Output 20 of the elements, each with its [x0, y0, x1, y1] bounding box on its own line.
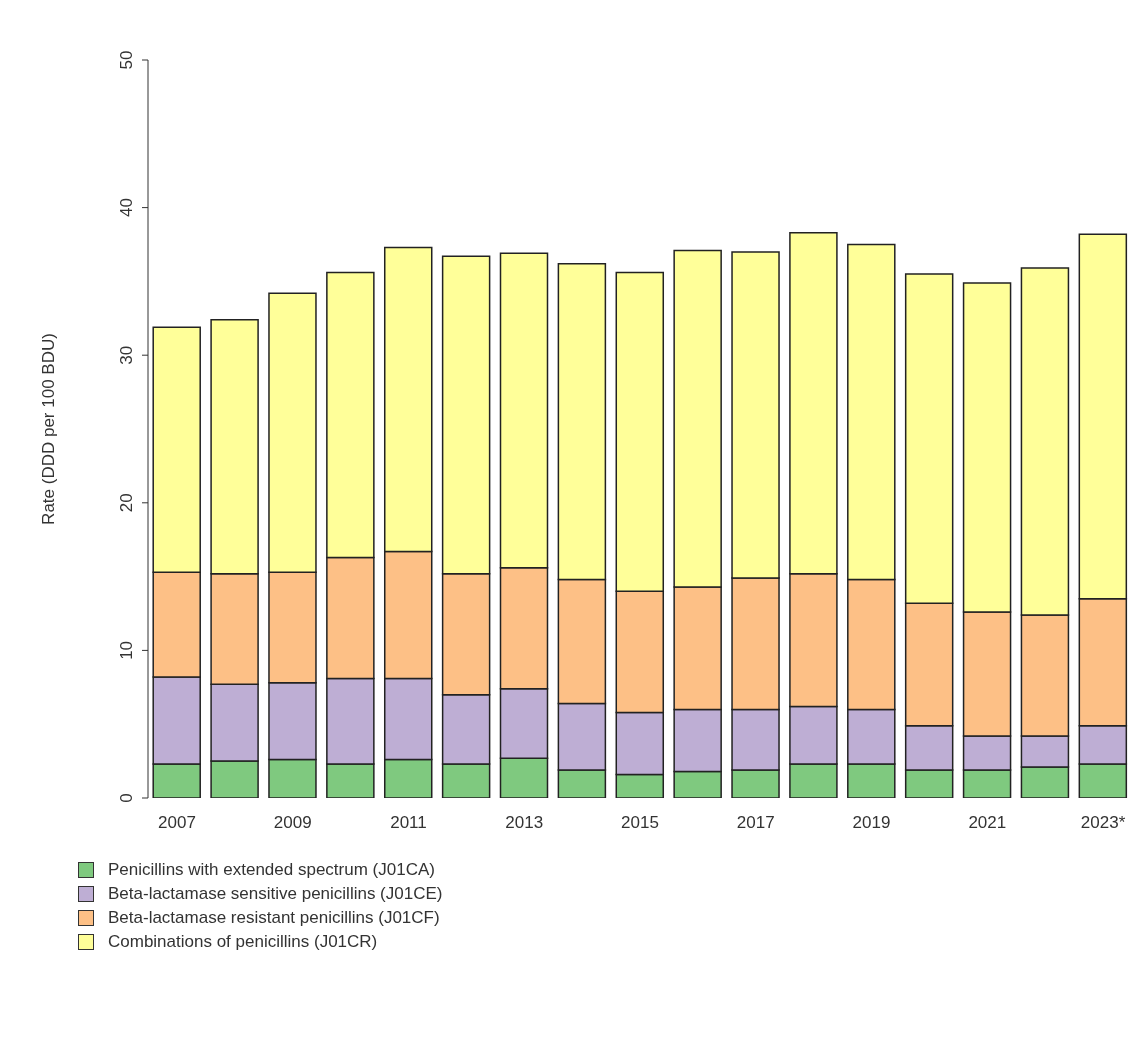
x-tick-label: 2009: [273, 813, 312, 833]
y-axis-title: Rate (DDD per 100 BDU): [39, 333, 59, 525]
x-tick-label: 2023*: [1080, 813, 1126, 833]
y-tick-label: 50: [117, 50, 136, 70]
y-tick-label: 20: [117, 493, 136, 513]
legend-label: Beta-lactamase sensitive penicillins (J01CE): [108, 884, 443, 904]
x-tick-label: 2019: [852, 813, 891, 833]
x-tick-label: 2015: [621, 813, 659, 833]
x-tick-label: 2021: [968, 813, 1007, 833]
x-tick-label: 2017: [736, 813, 775, 833]
legend-label: Penicillins with extended spectrum (J01CA): [108, 860, 435, 880]
x-tick-label: 2011: [390, 813, 427, 833]
x-tick-label: 2007: [158, 813, 196, 833]
x-tick-label: 2013: [505, 813, 544, 833]
y-tick-label: 30: [117, 345, 136, 365]
y-tick-label: 40: [117, 198, 136, 218]
y-tick-label: 10: [117, 640, 136, 660]
legend-label: Combinations of penicillins (J01CR): [108, 932, 378, 952]
legend-label: Beta-lactamase resistant penicillins (J01CF): [108, 908, 440, 928]
y-tick-label: 0: [117, 793, 136, 803]
